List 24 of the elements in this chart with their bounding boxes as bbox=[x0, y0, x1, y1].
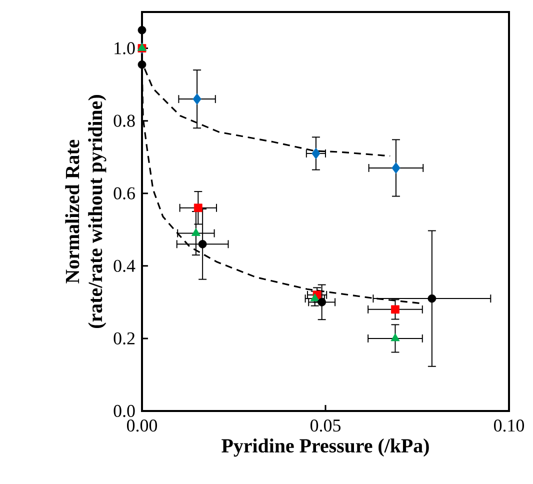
point bbox=[318, 298, 326, 306]
y-tick-label: 1.0 bbox=[114, 42, 135, 54]
point bbox=[391, 305, 400, 314]
x-tick-label: 0.00 bbox=[126, 420, 158, 432]
point bbox=[192, 93, 202, 105]
text: (rate/rate without pyridine) bbox=[88, 95, 106, 328]
point bbox=[138, 26, 146, 34]
point bbox=[390, 333, 400, 342]
point bbox=[198, 240, 207, 248]
x-tick-label: 0.05 bbox=[310, 420, 340, 432]
point bbox=[191, 228, 200, 236]
point bbox=[194, 204, 202, 212]
y-tick-label: 0.2 bbox=[114, 332, 135, 345]
point bbox=[392, 162, 400, 174]
text: Normalized Rate bbox=[65, 140, 80, 284]
point bbox=[428, 294, 436, 303]
y-tick-label: 0.6 bbox=[114, 187, 135, 200]
y-tick-label: 0.0 bbox=[114, 404, 135, 418]
point bbox=[312, 148, 320, 160]
x-tick-label: 0.10 bbox=[494, 420, 524, 432]
y-tick-label: 0.4 bbox=[114, 260, 136, 272]
y-tick-label: 0.8 bbox=[114, 114, 135, 127]
point bbox=[138, 60, 146, 69]
x-axis-title: Pyridine Pressure (/kPa) bbox=[222, 438, 429, 457]
